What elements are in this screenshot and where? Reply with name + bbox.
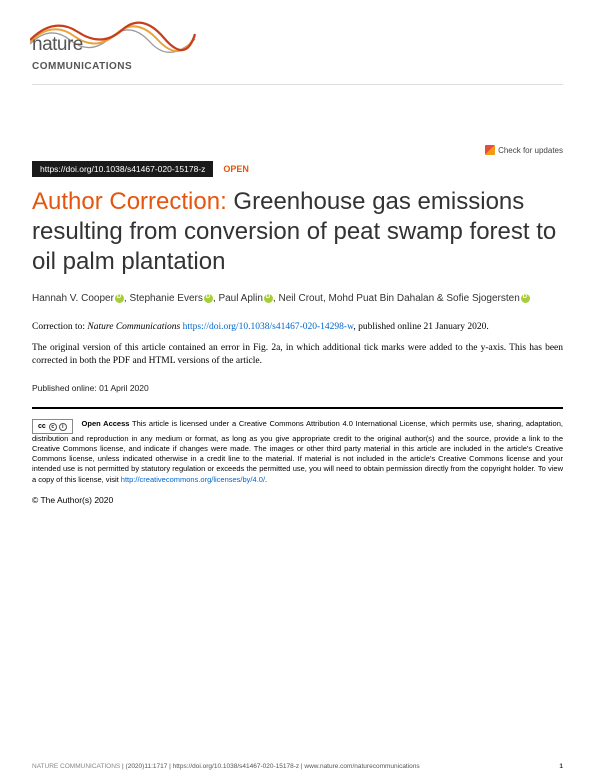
logo-communications-text: COMMUNICATIONS	[32, 61, 132, 72]
journal-logo: nature COMMUNICATIONS	[32, 18, 563, 74]
doi-row: https://doi.org/10.1038/s41467-020-15178…	[32, 161, 563, 177]
orcid-icon[interactable]	[264, 294, 273, 303]
orcid-icon[interactable]	[204, 294, 213, 303]
check-updates-label: Check for updates	[498, 146, 563, 155]
article-title: Author Correction: Greenhouse gas emissi…	[32, 187, 563, 277]
license-section: ccci Open Access This article is license…	[32, 407, 563, 485]
correction-body: The original version of this article con…	[32, 342, 563, 369]
doi-link[interactable]: https://doi.org/10.1038/s41467-020-15178…	[32, 161, 213, 177]
author-name[interactable]: Neil Crout	[278, 293, 322, 304]
footer-citation: | (2020)11:1717 | https://doi.org/10.103…	[120, 763, 419, 770]
title-prefix: Author Correction:	[32, 188, 227, 215]
author-name[interactable]: Mohd Puat Bin Dahalan	[329, 293, 435, 304]
author-name[interactable]: Stephanie Evers	[129, 293, 202, 304]
logo-nature-text: nature	[32, 34, 132, 56]
journal-header: nature COMMUNICATIONS	[32, 0, 563, 85]
page-number: 1	[559, 763, 563, 770]
footer-brand: NATURE COMMUNICATIONS	[32, 763, 120, 770]
license-text: This article is licensed under a Creativ…	[32, 419, 563, 484]
author-name[interactable]: Sofie Sjogersten	[446, 293, 519, 304]
open-access-bold: Open Access	[82, 419, 130, 428]
author-name[interactable]: Paul Aplin	[218, 293, 262, 304]
license-link[interactable]: http://creativecommons.org/licenses/by/4…	[121, 475, 265, 484]
check-updates-icon	[485, 145, 495, 155]
check-updates-button[interactable]: Check for updates	[485, 145, 563, 155]
orcid-icon[interactable]	[521, 294, 530, 303]
author-list: Hannah V. Cooper, Stephanie Evers, Paul …	[32, 293, 563, 304]
author-name[interactable]: Hannah V. Cooper	[32, 293, 114, 304]
copyright-notice: © The Author(s) 2020	[32, 495, 563, 505]
open-access-label: OPEN	[223, 164, 249, 174]
publication-date: Published online: 01 April 2020	[32, 383, 563, 393]
orcid-icon[interactable]	[115, 294, 124, 303]
correction-reference: Correction to: Nature Communications htt…	[32, 322, 563, 332]
cc-badge: ccci	[32, 419, 73, 434]
page-footer: NATURE COMMUNICATIONS | (2020)11:1717 | …	[0, 763, 595, 770]
correction-doi-link[interactable]: https://doi.org/10.1038/s41467-020-14298…	[183, 322, 354, 332]
